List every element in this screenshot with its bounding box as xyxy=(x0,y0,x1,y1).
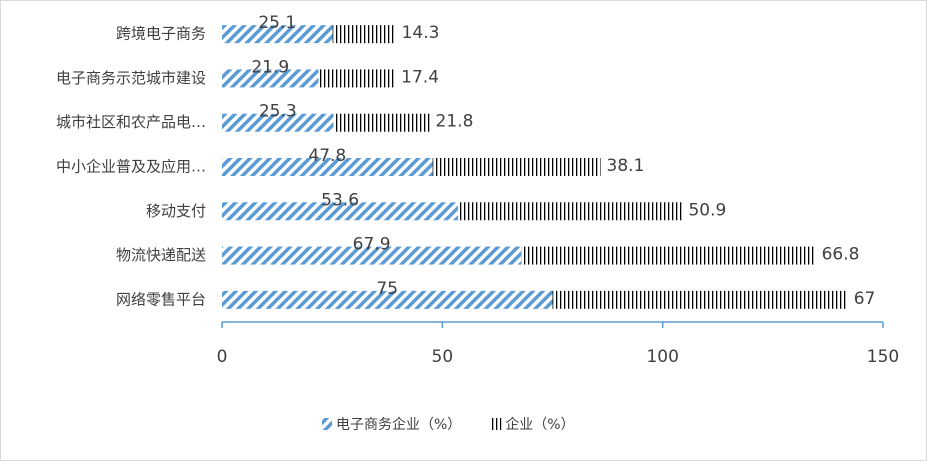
y-tick-label: 城市社区和农产品电… xyxy=(56,113,206,131)
y-tick-label: 电子商务示范城市建设 xyxy=(56,69,206,87)
bar xyxy=(521,246,816,265)
value-label: 50.9 xyxy=(688,200,726,220)
value-label: 53.6 xyxy=(321,190,359,210)
value-label: 25.3 xyxy=(259,102,297,122)
bar xyxy=(222,25,333,44)
value-label: 38.1 xyxy=(607,156,645,176)
bar xyxy=(222,69,319,88)
value-label: 67.9 xyxy=(353,235,391,255)
bar xyxy=(552,290,848,309)
bar xyxy=(222,290,553,309)
x-tick-label: 0 xyxy=(217,347,228,367)
value-label: 47.8 xyxy=(308,146,346,166)
bar xyxy=(333,113,430,132)
legend-label: 电子商务企业（%） xyxy=(336,416,461,433)
x-tick-label: 150 xyxy=(867,347,899,367)
bar xyxy=(222,202,459,221)
value-label: 75 xyxy=(376,279,398,299)
x-tick-label: 50 xyxy=(432,347,454,367)
y-tick-label: 移动支付 xyxy=(146,202,206,220)
y-tick-label: 跨境电子商务 xyxy=(116,25,206,43)
bar xyxy=(222,113,334,132)
y-tick-label: 中小企业普及及应用… xyxy=(56,158,206,176)
value-label: 14.3 xyxy=(402,23,440,43)
value-label: 67 xyxy=(854,289,876,309)
bar xyxy=(458,202,683,221)
y-tick-label: 网络零售平台 xyxy=(116,290,206,308)
legend-swatch xyxy=(491,418,502,430)
bar xyxy=(222,158,433,176)
bar xyxy=(222,246,522,265)
x-tick-label: 100 xyxy=(646,347,678,367)
legend-label: 企业（%） xyxy=(505,416,574,433)
value-label: 17.4 xyxy=(401,67,439,87)
value-label: 25.1 xyxy=(258,13,296,33)
legend-swatch xyxy=(322,418,332,430)
bar xyxy=(318,69,396,88)
bar xyxy=(332,25,396,44)
value-label: 66.8 xyxy=(822,245,860,265)
value-label: 21.9 xyxy=(251,57,289,77)
bar xyxy=(432,158,601,176)
y-tick-label: 物流快递配送 xyxy=(116,246,206,264)
value-label: 21.8 xyxy=(436,112,474,132)
